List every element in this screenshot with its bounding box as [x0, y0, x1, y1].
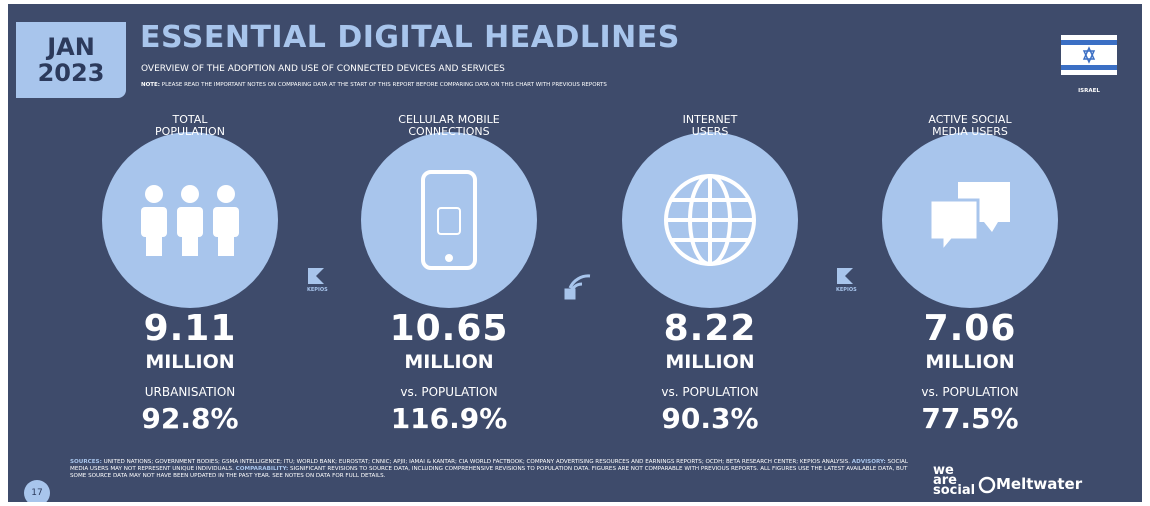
logo-word: are [933, 473, 958, 488]
stat-sublabel: vs. POPULATION [661, 385, 759, 399]
stat-subvalue: 90.3% [661, 402, 759, 435]
globe-icon [664, 174, 756, 266]
stat-label-line: ACTIVE SOCIAL [928, 113, 1012, 126]
footer-label: ADVISORY: [851, 459, 886, 465]
kepios-label: KEPIOS [307, 287, 328, 293]
stat-value: 7.06 [923, 308, 1017, 349]
stat-label-line: TOTAL [172, 113, 208, 126]
footer-text: UNITED NATIONS; GOVERNMENT BODIES; GSMA … [101, 459, 852, 465]
stat-label: CELLULAR MOBILE CONNECTIONS [329, 114, 569, 138]
logo-word: we [933, 463, 954, 478]
stat-subvalue: 92.8% [141, 402, 239, 435]
stat-value: 10.65 [389, 308, 509, 349]
stat-unit: MILLION [145, 351, 235, 373]
stat-subvalue: 116.9% [390, 402, 508, 435]
stat-sublabel: URBANISATION [144, 385, 236, 399]
stat-label-line: MEDIA USERS [932, 125, 1008, 138]
footer-text: SIGNIFICANT REVISIONS TO SOURCE DATA, IN… [70, 466, 908, 479]
stat-unit: MILLION [925, 351, 1015, 373]
note-label: NOTE: [141, 82, 160, 88]
badge-month: JAN [47, 33, 95, 61]
source-logo [564, 274, 591, 300]
note-text: PLEASE READ THE IMPORTANT NOTES ON COMPA… [161, 82, 607, 88]
slide: JAN 2023 ESSENTIAL DIGITAL HEADLINES OVER… [8, 4, 1142, 502]
stat-sublabel: vs. POPULATION [400, 385, 498, 399]
kepios-logo [308, 268, 853, 284]
phone-icon [421, 170, 477, 270]
stat-label: TOTAL POPULATION [70, 114, 310, 138]
logo-word: social [933, 483, 976, 498]
subtitle: OVERVIEW OF THE ADOPTION AND USE OF CONN… [141, 64, 505, 74]
stat-label-line: POPULATION [155, 125, 225, 138]
page-number: 17 [24, 480, 50, 502]
stat-label-line: CELLULAR MOBILE [398, 113, 500, 126]
flag [1061, 35, 1117, 75]
stat-value: 9.11 [143, 308, 237, 349]
meltwater-logo-text: Meltwater [996, 475, 1083, 493]
footer-text: SOCIAL MEDIA USERS MAY NOT REPRESENT UNI… [70, 459, 908, 472]
stat-unit: MILLION [665, 351, 755, 373]
stat-label: ACTIVE SOCIAL MEDIA USERS [850, 114, 1090, 138]
icons [102, 35, 1117, 494]
stat-subvalue: 77.5% [921, 402, 1019, 435]
footer-sources: SOURCES: UNITED NATIONS; GOVERNMENT BODI… [70, 459, 916, 480]
circle [361, 132, 537, 308]
stat-sublabel: vs. POPULATION [921, 385, 1019, 399]
note: NOTE: PLEASE READ THE IMPORTANT NOTES ON… [141, 82, 607, 88]
country: ISRAEL [1078, 88, 1100, 94]
people-icon [141, 185, 239, 256]
badge-year: 2023 [37, 59, 105, 87]
footer-label: COMPARABILITY: [235, 466, 289, 472]
stat-label: INTERNET USERS [590, 114, 830, 138]
stat-value: 8.22 [663, 308, 757, 349]
meltwater-logo [978, 476, 996, 494]
stat-label-line: USERS [691, 125, 729, 138]
kepios-label: KEPIOS [836, 287, 857, 293]
stat-label-line: CONNECTIONS [408, 125, 490, 138]
date-badge: JAN 2023 [16, 22, 126, 98]
footer-label: SOURCES: [70, 459, 102, 465]
title: ESSENTIAL DIGITAL HEADLINES [140, 20, 680, 55]
stat-label-line: INTERNET [682, 113, 738, 126]
chat-icon [928, 182, 1010, 257]
stat-unit: MILLION [404, 351, 494, 373]
we-are-social-logo: we are social [933, 463, 976, 498]
